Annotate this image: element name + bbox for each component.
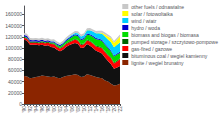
svg-text:'14: '14	[93, 106, 99, 113]
svg-text:'96: '96	[39, 106, 45, 113]
svg-text:'16: '16	[99, 106, 105, 113]
svg-text:bituminous coal / wegiel kamie: bituminous coal / wegiel kamienny	[131, 53, 207, 59]
svg-text:'08: '08	[75, 106, 81, 113]
svg-text:160000: 160000	[5, 11, 22, 17]
svg-text:hydro / woda: hydro / woda	[131, 25, 160, 31]
svg-text:'18: '18	[105, 106, 111, 113]
svg-text:'00: '00	[51, 106, 57, 113]
svg-text:other fuels / odnawialne: other fuels / odnawialne	[131, 4, 184, 10]
svg-text:wind / wiatr: wind / wiatr	[131, 18, 156, 24]
svg-text:'94: '94	[33, 106, 39, 113]
svg-text:'02: '02	[57, 106, 63, 113]
svg-text:'92: '92	[27, 106, 33, 113]
svg-text:solar / fotowoltaika: solar / fotowoltaika	[131, 11, 173, 17]
svg-text:lignite / wegiel brunatny: lignite / wegiel brunatny	[131, 60, 184, 66]
svg-text:'20: '20	[111, 106, 117, 113]
svg-text:100000: 100000	[5, 45, 22, 51]
svg-text:40000: 40000	[8, 79, 22, 85]
svg-text:'04: '04	[63, 106, 69, 113]
svg-text:'90: '90	[21, 106, 27, 113]
svg-text:'98: '98	[45, 106, 51, 113]
svg-text:pumped storage / szczytowo-pom: pumped storage / szczytowo-pompowe	[131, 39, 218, 45]
svg-text:120000: 120000	[5, 34, 22, 40]
svg-text:'06: '06	[69, 106, 75, 113]
svg-text:140000: 140000	[5, 23, 22, 29]
svg-text:'12: '12	[87, 106, 93, 113]
svg-text:gas-fired / gazowe: gas-fired / gazowe	[131, 46, 172, 52]
svg-text:'22: '22	[117, 106, 123, 113]
svg-text:60000: 60000	[8, 67, 22, 73]
svg-text:0: 0	[19, 101, 22, 107]
svg-text:20000: 20000	[8, 90, 22, 96]
svg-text:80000: 80000	[8, 56, 22, 62]
svg-text:biomass and biogas / biomasa: biomass and biogas / biomasa	[131, 32, 199, 38]
svg-text:'10: '10	[81, 106, 87, 113]
